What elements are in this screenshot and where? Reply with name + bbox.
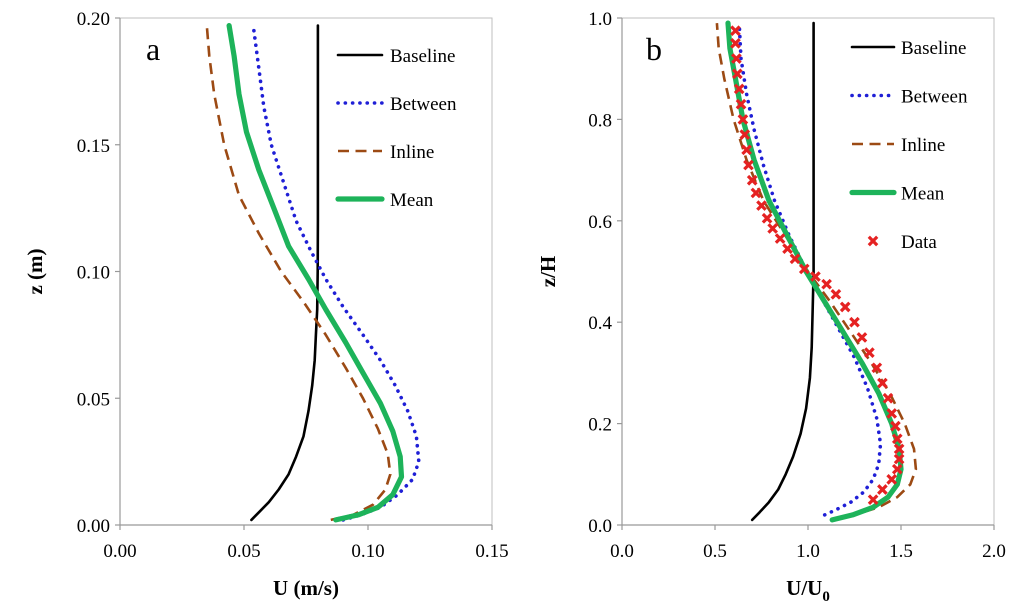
x-tick-label: 0.10 xyxy=(351,541,384,562)
data-point-marker xyxy=(891,463,903,475)
legend-label: Data xyxy=(901,232,937,253)
data-point-marker xyxy=(867,494,879,505)
data-point-marker xyxy=(798,263,810,275)
x-axis-title-main: U (m/s) xyxy=(273,576,339,600)
data-point-marker xyxy=(830,288,842,300)
y-axis-title: z/H xyxy=(536,256,560,288)
legend-marker xyxy=(867,235,879,247)
series-mean-line xyxy=(725,20,904,523)
data-point-marker xyxy=(730,25,741,37)
y-tick-label: 0.6 xyxy=(588,212,612,233)
legend-label: Inline xyxy=(901,135,945,156)
data-point-marker xyxy=(856,332,868,343)
data-point-marker xyxy=(886,408,898,419)
data-point-marker xyxy=(893,443,905,455)
x-axis-title-main: U/U xyxy=(786,576,822,600)
data-point-marker xyxy=(871,362,883,374)
data-point-marker xyxy=(750,187,762,199)
data-point-marker xyxy=(864,347,875,358)
x-axis-title: U (m/s) xyxy=(273,576,339,600)
y-tick-label: 0.2 xyxy=(588,415,612,436)
data-point-marker xyxy=(886,474,898,485)
legend-item-baseline: Baseline xyxy=(850,38,966,59)
data-point-marker xyxy=(821,278,832,290)
data-point-marker xyxy=(767,223,778,234)
series-baseline-line xyxy=(750,21,815,522)
data-point-marker xyxy=(741,144,752,156)
data-point-marker xyxy=(746,174,758,186)
x-tick-label: 2.0 xyxy=(982,541,1006,562)
x-tick-label: 0.05 xyxy=(227,541,260,562)
data-point-marker xyxy=(810,271,821,282)
series-inline-line xyxy=(715,23,918,522)
series-inline-line xyxy=(205,25,392,522)
data-point-marker xyxy=(782,243,793,255)
y-tick-label: 1.0 xyxy=(588,9,612,30)
data-point-marker xyxy=(756,200,767,211)
data-point-marker xyxy=(743,159,754,171)
data-point-marker xyxy=(735,98,747,110)
x-tick-label: 0.0 xyxy=(610,541,634,562)
legend-label: Baseline xyxy=(901,38,966,59)
data-point-marker xyxy=(891,433,903,445)
legend-label: Mean xyxy=(901,184,945,205)
panel-a: 0.00 0.05 0.10 0.15 0.00 0.05 0.10 0.15 0.20 U (m… xyxy=(23,9,509,600)
data-point-marker xyxy=(893,453,905,465)
legend-label: Inline xyxy=(390,142,434,163)
x-tick-label: 0.00 xyxy=(103,541,136,562)
data-point-marker xyxy=(739,129,751,140)
legend-item-data: Data xyxy=(867,232,937,253)
x-tick-label: 1.5 xyxy=(889,541,913,562)
series-mean-line xyxy=(226,23,405,523)
series-between-line xyxy=(737,21,883,517)
data-point-marker xyxy=(731,53,742,64)
x-tick-label: 0.5 xyxy=(703,541,727,562)
data-point-marker xyxy=(761,212,773,224)
series-baseline-line xyxy=(250,24,320,522)
legend-item-between: Between xyxy=(336,94,457,115)
legend-item-mean: Mean xyxy=(849,184,945,205)
data-point-marker xyxy=(789,253,801,265)
x-axis-title-subscript: 0 xyxy=(822,589,830,605)
y-tick-label: 0.00 xyxy=(77,516,110,537)
data-point-marker xyxy=(877,377,888,389)
legend-label: Between xyxy=(390,94,457,115)
data-point-marker xyxy=(733,83,745,95)
series-data-markers xyxy=(730,25,905,505)
data-point-marker xyxy=(877,484,888,495)
data-point-marker xyxy=(890,420,901,432)
legend-item-inline: Inline xyxy=(338,142,434,163)
series-between-line xyxy=(252,28,421,522)
y-tick-label: 0.20 xyxy=(77,9,110,30)
legend-label: Between xyxy=(901,87,968,108)
x-axis-title: U/U0 xyxy=(786,576,830,605)
y-tick-label: 0.05 xyxy=(77,389,110,410)
panel-label: b xyxy=(646,31,662,67)
data-point-marker xyxy=(731,68,743,80)
data-point-marker xyxy=(849,316,860,328)
data-point-marker xyxy=(882,392,894,404)
data-point-marker xyxy=(737,114,749,125)
y-axis-title: z (m) xyxy=(23,248,47,294)
legend-item-inline: Inline xyxy=(852,135,945,156)
legend-label: Baseline xyxy=(390,46,455,67)
x-tick-label: 1.0 xyxy=(796,541,820,562)
y-tick-label: 0.8 xyxy=(588,110,612,131)
panel-b: 0.0 0.5 1.0 1.5 2.0 0.0 0.2 0.4 0.6 0.8 1.0 U/U0 z/H… xyxy=(536,9,1006,605)
y-tick-label: 0.10 xyxy=(77,263,110,284)
panel-label: a xyxy=(146,31,160,67)
legend-item-mean: Mean xyxy=(335,190,434,211)
data-point-marker xyxy=(730,38,741,49)
y-tick-label: 0.15 xyxy=(77,136,110,157)
y-tick-label: 0.4 xyxy=(588,313,612,334)
data-point-marker xyxy=(839,301,851,313)
y-tick-label: 0.0 xyxy=(588,516,612,537)
legend-item-baseline: Baseline xyxy=(336,46,455,67)
data-point-marker xyxy=(774,233,786,244)
legend-item-between: Between xyxy=(850,87,968,108)
legend-label: Mean xyxy=(390,190,434,211)
x-tick-label: 0.15 xyxy=(475,541,508,562)
